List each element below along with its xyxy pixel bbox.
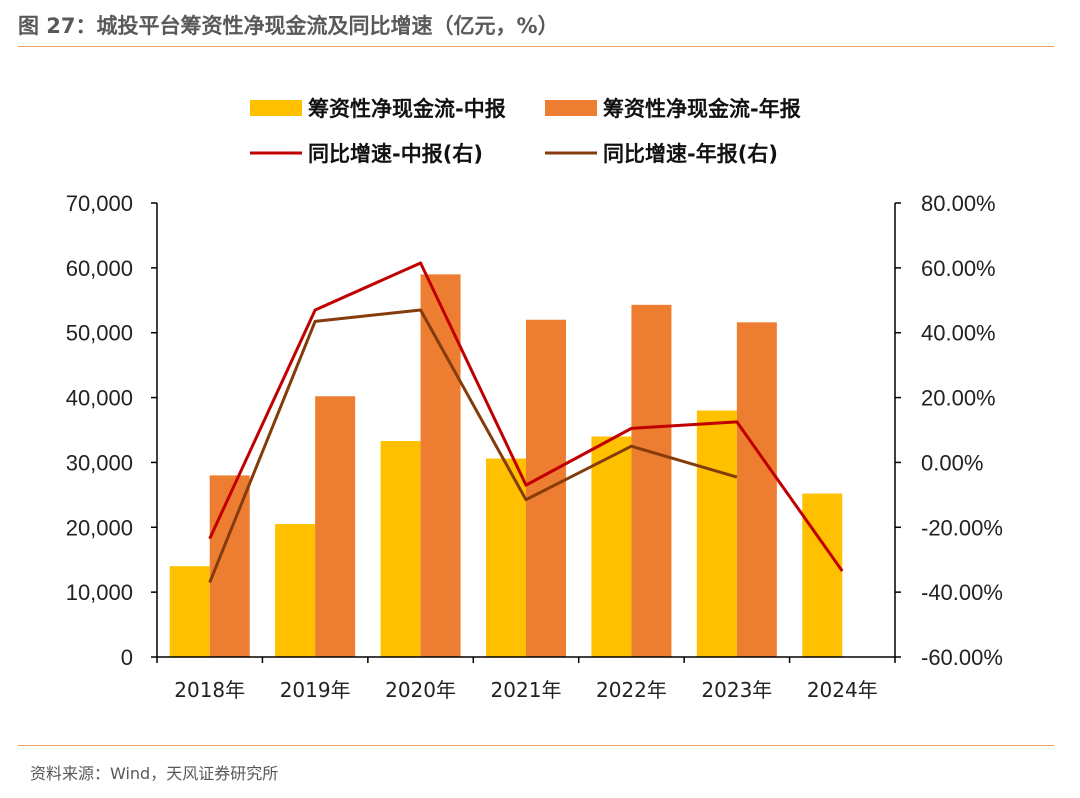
left-tick-label: 10,000 — [66, 580, 133, 605]
left-tick-label: 60,000 — [66, 256, 133, 281]
x-tick-label: 2021年 — [491, 678, 562, 702]
bar-midyear — [591, 436, 632, 657]
left-tick-label: 0 — [121, 645, 133, 670]
title-divider — [18, 46, 1054, 47]
right-tick-label: 80.00% — [921, 191, 996, 216]
right-tick-label: -20.00% — [921, 515, 1003, 540]
left-tick-label: 40,000 — [66, 386, 133, 411]
line-yoy-midyear — [208, 261, 844, 572]
bar-midyear — [802, 493, 843, 657]
source-divider — [18, 745, 1054, 746]
left-tick-label: 70,000 — [66, 191, 133, 216]
bar-annual — [736, 322, 777, 657]
right-tick-label: -40.00% — [921, 580, 1003, 605]
left-tick-label: 20,000 — [66, 515, 133, 540]
source-note: 资料来源：Wind，天风证券研究所 — [30, 764, 279, 783]
right-tick-label: 0.00% — [921, 450, 983, 475]
x-tick-label: 2022年 — [596, 678, 667, 702]
right-tick-label: 40.00% — [921, 321, 996, 346]
x-tick-label: 2019年 — [280, 678, 351, 702]
lines — [208, 261, 844, 583]
legend-item-annual-bar-swatch — [545, 100, 597, 116]
bar-midyear — [275, 524, 316, 657]
legend-item-annual-bar-label: 筹资性净现金流-年报 — [603, 97, 801, 121]
legend-item-midyear-bar-label: 筹资性净现金流-中报 — [308, 97, 506, 121]
bar-midyear — [169, 566, 210, 657]
legend-item-midyear-bar-swatch — [250, 100, 302, 116]
right-tick-label: 20.00% — [921, 386, 996, 411]
bar-annual — [420, 274, 461, 657]
bar-midyear — [380, 441, 421, 657]
bar-annual — [315, 396, 356, 657]
left-tick-label: 30,000 — [66, 450, 133, 475]
bars — [169, 274, 843, 657]
x-tick-label: 2020年 — [385, 678, 456, 702]
left-tick-label: 50,000 — [66, 321, 133, 346]
legend-item-midyear-line-label: 同比增速-中报(右) — [308, 142, 483, 166]
bar-midyear — [696, 410, 737, 657]
x-tick-label: 2018年 — [174, 678, 245, 702]
bar-midyear — [486, 458, 526, 657]
figure-title: 图 27：城投平台筹资性净现金流及同比增速（亿元，%） — [18, 14, 559, 38]
legend-item-annual-line-label: 同比增速-年报(右) — [603, 142, 778, 166]
right-tick-label: 60.00% — [921, 256, 996, 281]
x-tick-label: 2024年 — [807, 678, 878, 702]
x-tick-label: 2023年 — [701, 678, 772, 702]
line-yoy-annual — [208, 308, 738, 583]
bar-annual — [631, 304, 672, 657]
right-tick-label: -60.00% — [921, 645, 1003, 670]
axes: 0 10,000 20,000 30,000 40,000 50,000 60,000 70,… — [66, 191, 1003, 702]
